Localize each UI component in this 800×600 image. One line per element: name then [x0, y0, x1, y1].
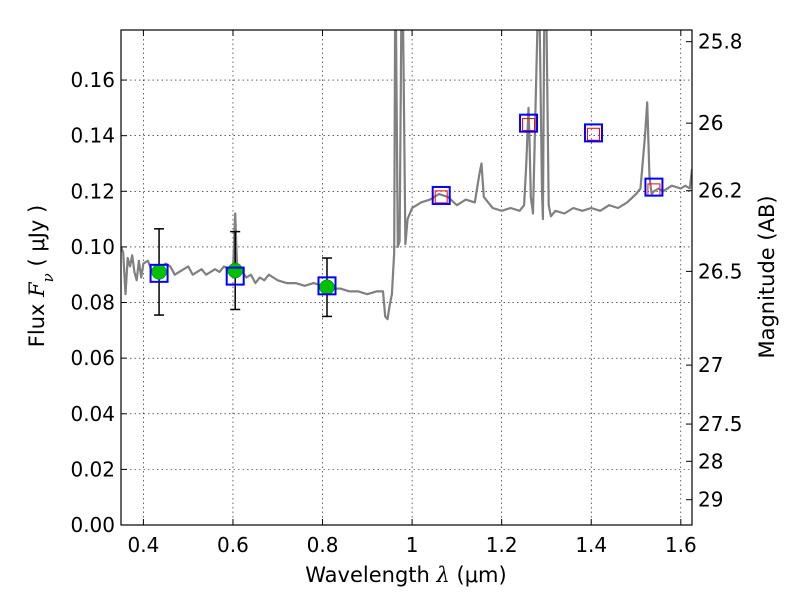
y-tick-label: 0.14	[70, 124, 115, 148]
x-tick-label: 1.4	[575, 533, 607, 557]
x-tick-label: 1	[406, 533, 419, 557]
y-axis-label-subscript: ν	[39, 273, 57, 282]
upper-limit-marker	[522, 118, 536, 132]
x-tick-label: 1.6	[665, 533, 697, 557]
y-axis-label-prefix: Flux	[25, 297, 49, 347]
y-axis-label-unit: ( μJy )	[25, 205, 49, 273]
y-tick-label: 0.10	[70, 235, 115, 259]
x-tick-label: 0.8	[307, 533, 339, 557]
x-axis-label-prefix: Wavelength	[305, 563, 436, 587]
model-flux-marker	[225, 266, 245, 286]
y-tick-label: 0.08	[70, 291, 115, 315]
plot-frame	[120, 29, 693, 526]
y2-axis-label: Magnitude (AB)	[755, 195, 779, 358]
y2-tick-label: 28	[698, 449, 723, 473]
x-axis-label: Wavelength λ (μm)	[305, 563, 506, 587]
upper-limit-marker	[586, 127, 600, 141]
x-axis-label-symbol: λ	[436, 563, 450, 587]
y2-tick-label: 25.8	[698, 30, 743, 54]
model-flux-marker	[431, 185, 451, 205]
y2-tick-label: 26	[698, 111, 723, 135]
y2-tick-label: 26.2	[698, 179, 743, 203]
tick-layer: 0.4 0.6 0.8 1 1.2 1.4 1.6 0.00 0.02 0.04 0.06 0.08 0…	[70, 30, 742, 557]
model-flux-marker	[519, 113, 539, 133]
photometry-point	[227, 262, 243, 279]
model-flux-marker	[149, 263, 169, 283]
y-tick-label: 0.04	[70, 402, 115, 426]
model-flux-marker	[644, 177, 664, 197]
y-tick-label: 0.06	[70, 346, 115, 370]
spectrum-line	[121, 30, 692, 321]
model-flux-marker	[583, 123, 603, 143]
y-axis-label-symbol: F	[25, 281, 49, 298]
spectrum-layer	[121, 30, 692, 321]
upper-limit-marker	[434, 190, 448, 204]
y2-tick-label: 27	[698, 353, 723, 377]
y-tick-label: 0.16	[70, 68, 115, 92]
y2-tick-label: 27.5	[698, 412, 743, 436]
x-axis-label-unit: (μm)	[450, 563, 507, 587]
y-tick-label: 0.00	[70, 513, 115, 537]
y2-tick-label: 29	[698, 488, 723, 512]
y-tick-label: 0.12	[70, 179, 115, 203]
x-tick-label: 1.2	[486, 533, 518, 557]
y-axis-label: Flux Fν ( μJy )	[25, 205, 57, 347]
model-flux-marker	[317, 276, 337, 296]
y2-tick-label: 26.5	[698, 259, 743, 283]
grid	[121, 30, 692, 526]
x-tick-label: 0.6	[217, 533, 249, 557]
photometry-point	[319, 279, 335, 295]
photometry-point	[151, 264, 167, 280]
y-tick-label: 0.02	[70, 457, 115, 481]
marker-layer	[149, 113, 664, 296]
x-tick-label: 0.4	[127, 533, 159, 557]
